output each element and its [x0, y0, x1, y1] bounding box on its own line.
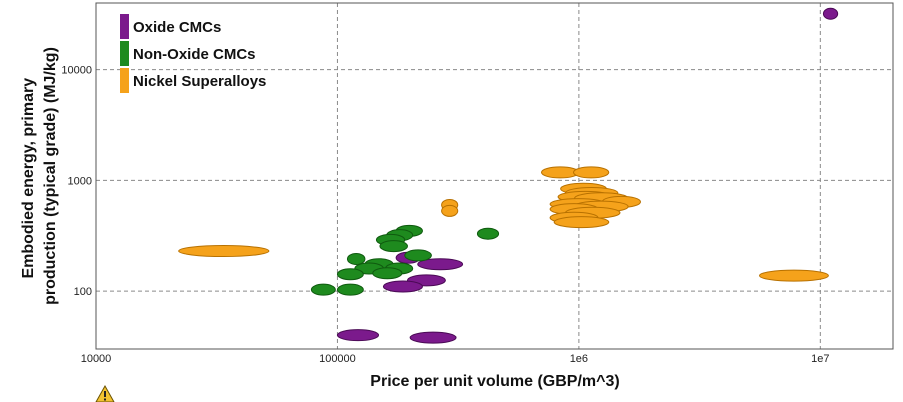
data-point-non-oxide-cmcs[interactable]	[310, 283, 336, 296]
data-points-layer	[178, 7, 839, 344]
data-point-nickel-superalloys[interactable]	[178, 245, 270, 258]
y-axis-title-line-1: Embodied energy, primary	[20, 78, 37, 279]
y-axis-title: Embodied energy, primary production (typ…	[20, 47, 59, 305]
data-point-oxide-cmcs[interactable]	[417, 258, 464, 271]
y-axis-title-line-2: production (typical grade) (MJ/kg)	[42, 47, 59, 305]
x-tick-label: 10000	[81, 353, 112, 365]
y-tick-label: 10000	[61, 65, 92, 77]
data-point-oxide-cmcs[interactable]	[409, 331, 457, 344]
plot-area-frame	[95, 2, 894, 350]
data-point-oxide-cmcs[interactable]	[382, 280, 423, 293]
data-point-nickel-superalloys[interactable]	[441, 204, 459, 217]
legend-swatch-oxide-cmcs	[120, 14, 129, 39]
data-point-non-oxide-cmcs[interactable]	[346, 252, 366, 265]
data-point-non-oxide-cmcs[interactable]	[372, 267, 403, 280]
y-tick-label: 100	[74, 286, 92, 298]
data-point-nickel-superalloys[interactable]	[759, 269, 829, 282]
legend-label-non-oxide-cmcs: Non-Oxide CMCs	[133, 46, 256, 63]
legend[interactable]: Oxide CMCs Non-Oxide CMCs Nickel Superallo…	[120, 14, 266, 93]
x-axis-title: Price per unit volume (GBP/m^3)	[370, 373, 619, 390]
legend-swatch-non-oxide-cmcs	[120, 41, 129, 66]
data-point-non-oxide-cmcs[interactable]	[476, 227, 500, 240]
x-tick-label: 1e6	[570, 353, 588, 365]
legend-label-nickel-superalloys: Nickel Superalloys	[133, 73, 266, 90]
data-point-nickel-superalloys[interactable]	[553, 216, 610, 229]
data-point-oxide-cmcs[interactable]	[822, 7, 839, 20]
legend-swatch-nickel-superalloys	[120, 68, 129, 93]
x-tick-label: 100000	[319, 353, 356, 365]
data-point-non-oxide-cmcs[interactable]	[404, 249, 432, 262]
data-point-non-oxide-cmcs[interactable]	[336, 283, 364, 296]
tick-labels-layer: 10000 100000 1e6 1e7 100 1000 10000	[61, 65, 829, 365]
data-point-oxide-cmcs[interactable]	[336, 329, 380, 342]
data-point-non-oxide-cmcs[interactable]	[336, 268, 364, 281]
x-tick-label: 1e7	[811, 353, 829, 365]
data-point-nickel-superalloys[interactable]	[573, 166, 610, 179]
warning-icon[interactable]	[95, 384, 115, 402]
y-tick-label: 1000	[68, 175, 92, 187]
legend-label-oxide-cmcs: Oxide CMCs	[133, 19, 221, 36]
data-point-non-oxide-cmcs[interactable]	[379, 240, 408, 253]
